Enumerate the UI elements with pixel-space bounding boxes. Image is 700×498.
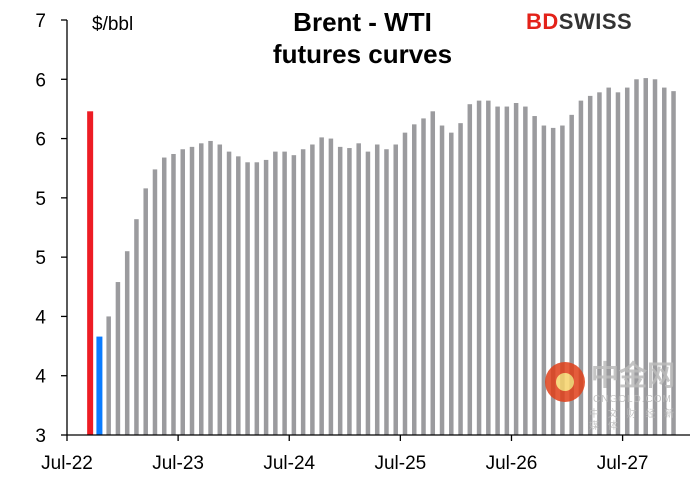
bar-Oct-22 xyxy=(96,336,103,435)
bdswiss-logo: BDSWISS xyxy=(526,9,633,34)
bar-Oct-26 xyxy=(541,125,547,436)
y-axis-unit-label: $/bbl xyxy=(92,14,134,35)
bar-Jun-24 xyxy=(282,151,287,435)
bar-Sep-23 xyxy=(199,143,204,436)
bar-Jan-25 xyxy=(347,148,352,436)
bar-Dec-25 xyxy=(449,132,454,435)
bar-Mar-26 xyxy=(476,100,482,435)
y-tick-label: 5 xyxy=(35,189,46,210)
bar-Jan-23 xyxy=(124,251,130,435)
bar-Feb-27 xyxy=(578,100,584,435)
y-tick-label: 4 xyxy=(35,307,46,328)
bar-Oct-25 xyxy=(430,111,436,436)
bar-Jun-27 xyxy=(615,92,621,435)
bar-Jan-24 xyxy=(236,156,241,435)
bar-Mar-27 xyxy=(587,95,593,435)
y-tick-label: 6 xyxy=(35,70,46,91)
bar-Aug-25 xyxy=(412,124,417,435)
x-tick-label: Jul-23 xyxy=(152,453,204,474)
bar-Feb-24 xyxy=(245,162,250,436)
bar-Jul-24 xyxy=(291,155,297,435)
cngold-logo-icon xyxy=(545,362,585,402)
bar-Jul-25 xyxy=(402,132,408,435)
bar-Nov-26 xyxy=(550,127,556,436)
bar-Apr-23 xyxy=(152,169,158,435)
bar-Aug-27 xyxy=(634,79,639,436)
x-tick-label: Jul-26 xyxy=(486,453,538,474)
bar-Apr-25 xyxy=(374,144,380,435)
bar-Nov-24 xyxy=(328,138,334,436)
bar-Jan-27 xyxy=(569,114,574,435)
chart-title: Brent - WTI futures curves xyxy=(200,6,525,70)
bar-Dec-23 xyxy=(226,151,232,435)
bar-Feb-23 xyxy=(134,219,139,435)
x-tick-label: Jul-25 xyxy=(374,453,426,474)
bar-Dec-22 xyxy=(115,282,121,435)
y-tick-label: 6 xyxy=(35,130,46,151)
bar-Jul-23 xyxy=(180,149,185,435)
title-line-2: futures curves xyxy=(272,39,453,69)
bar-May-26 xyxy=(495,106,500,436)
title-line-1: Brent - WTI xyxy=(293,7,432,37)
bar-Sep-22 xyxy=(87,111,94,436)
bar-Nov-25 xyxy=(439,125,445,436)
bar-Mar-24 xyxy=(254,162,260,436)
x-tick-label: Jul-24 xyxy=(263,453,315,474)
bar-Oct-24 xyxy=(319,137,324,435)
bar-Mar-25 xyxy=(365,151,371,435)
bar-Sep-26 xyxy=(532,116,537,436)
bar-Aug-24 xyxy=(300,149,306,435)
bar-Nov-23 xyxy=(217,144,223,435)
bar-Nov-27 xyxy=(662,87,667,435)
bar-Sep-27 xyxy=(643,78,648,435)
bar-Jun-23 xyxy=(171,153,176,435)
bar-Sep-25 xyxy=(421,118,426,436)
bar-May-23 xyxy=(161,157,167,436)
bar-Aug-23 xyxy=(189,146,195,435)
bar-Nov-22 xyxy=(106,316,111,435)
axes: 3 4 4 5 5 6 6 7 Jul-22 Jul-23 Jul-24 Jul-25 Jul-26 Ju… xyxy=(35,11,690,474)
y-tick-label: 5 xyxy=(35,248,46,269)
x-tick-label: Jul-22 xyxy=(41,453,93,474)
bar-Feb-25 xyxy=(356,143,361,436)
bar-Oct-27 xyxy=(652,79,658,436)
cngold-watermark: 中金网 CNGOLD.COM 中 文 财 经 新 媒 体 xyxy=(545,360,695,432)
bar-May-24 xyxy=(273,151,278,435)
y-tick-label: 4 xyxy=(35,367,46,388)
bar-Apr-27 xyxy=(597,92,602,435)
bar-Oct-23 xyxy=(208,140,213,435)
bar-Jun-26 xyxy=(504,106,510,436)
x-tick-label: Jul-27 xyxy=(597,453,649,474)
bars xyxy=(87,78,676,436)
bar-Dec-26 xyxy=(560,125,565,436)
bar-Jun-25 xyxy=(393,144,398,435)
bar-Jan-26 xyxy=(458,123,463,436)
bar-Apr-24 xyxy=(263,159,269,435)
y-tick-label: 7 xyxy=(35,11,46,32)
bar-May-25 xyxy=(384,149,389,435)
bar-Mar-23 xyxy=(143,188,148,435)
bar-Feb-26 xyxy=(467,104,473,435)
bar-Jul-27 xyxy=(624,87,630,435)
bar-Apr-26 xyxy=(486,100,491,435)
y-tick-label: 3 xyxy=(35,426,46,447)
bar-Dec-27 xyxy=(671,91,676,436)
bar-Jul-26 xyxy=(513,103,519,435)
bar-Sep-24 xyxy=(310,144,315,435)
bar-Aug-26 xyxy=(523,106,528,436)
bar-May-27 xyxy=(606,87,611,435)
bar-Dec-24 xyxy=(337,146,343,435)
